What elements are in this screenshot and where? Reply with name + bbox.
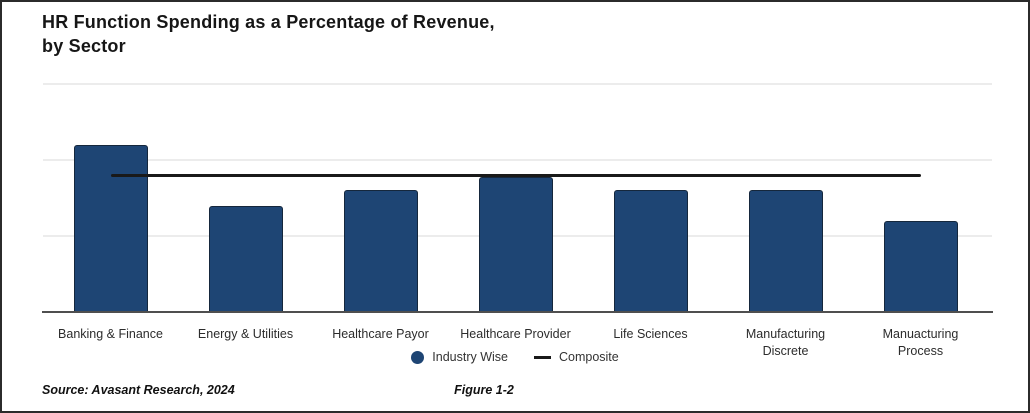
source-note: Source: Avasant Research, 2024 (42, 383, 235, 397)
bar-industry-wise (478, 176, 553, 312)
bar-industry-wise (343, 190, 418, 312)
x-axis-label: Banking & Finance (58, 327, 163, 341)
x-axis-label: Energy & Utilities (197, 327, 294, 341)
legend-label-industry-wise: Industry Wise (432, 350, 508, 364)
chart-legend: Industry Wise Composite (2, 350, 1028, 364)
bar-industry-wise (748, 190, 823, 312)
gridline (43, 83, 992, 85)
composite-marker-icon (533, 355, 551, 359)
chart-title: HR Function Spending as a Percentage of … (42, 12, 495, 57)
x-axis-label: Manufacturing Discrete (745, 327, 826, 358)
x-axis-line (42, 311, 993, 313)
x-axis-label: Healthcare Provider (460, 327, 571, 341)
legend-item-industry-wise: Industry Wise (411, 350, 508, 364)
industry-wise-marker-icon (411, 350, 425, 364)
legend-label-composite: Composite (558, 350, 619, 364)
bar-industry-wise (208, 205, 283, 312)
bar-industry-wise (73, 144, 148, 312)
gridline (43, 159, 992, 161)
x-axis-label: Life Sciences (613, 327, 688, 341)
bar-industry-wise (613, 190, 688, 312)
x-axis-label: Manuacturing Process (882, 327, 959, 358)
figure-number: Figure 1-2 (454, 383, 514, 397)
bar-industry-wise (883, 220, 958, 312)
x-axis-label: Healthcare Payor (332, 327, 429, 341)
legend-item-composite: Composite (533, 350, 619, 364)
composite-line (110, 173, 921, 177)
